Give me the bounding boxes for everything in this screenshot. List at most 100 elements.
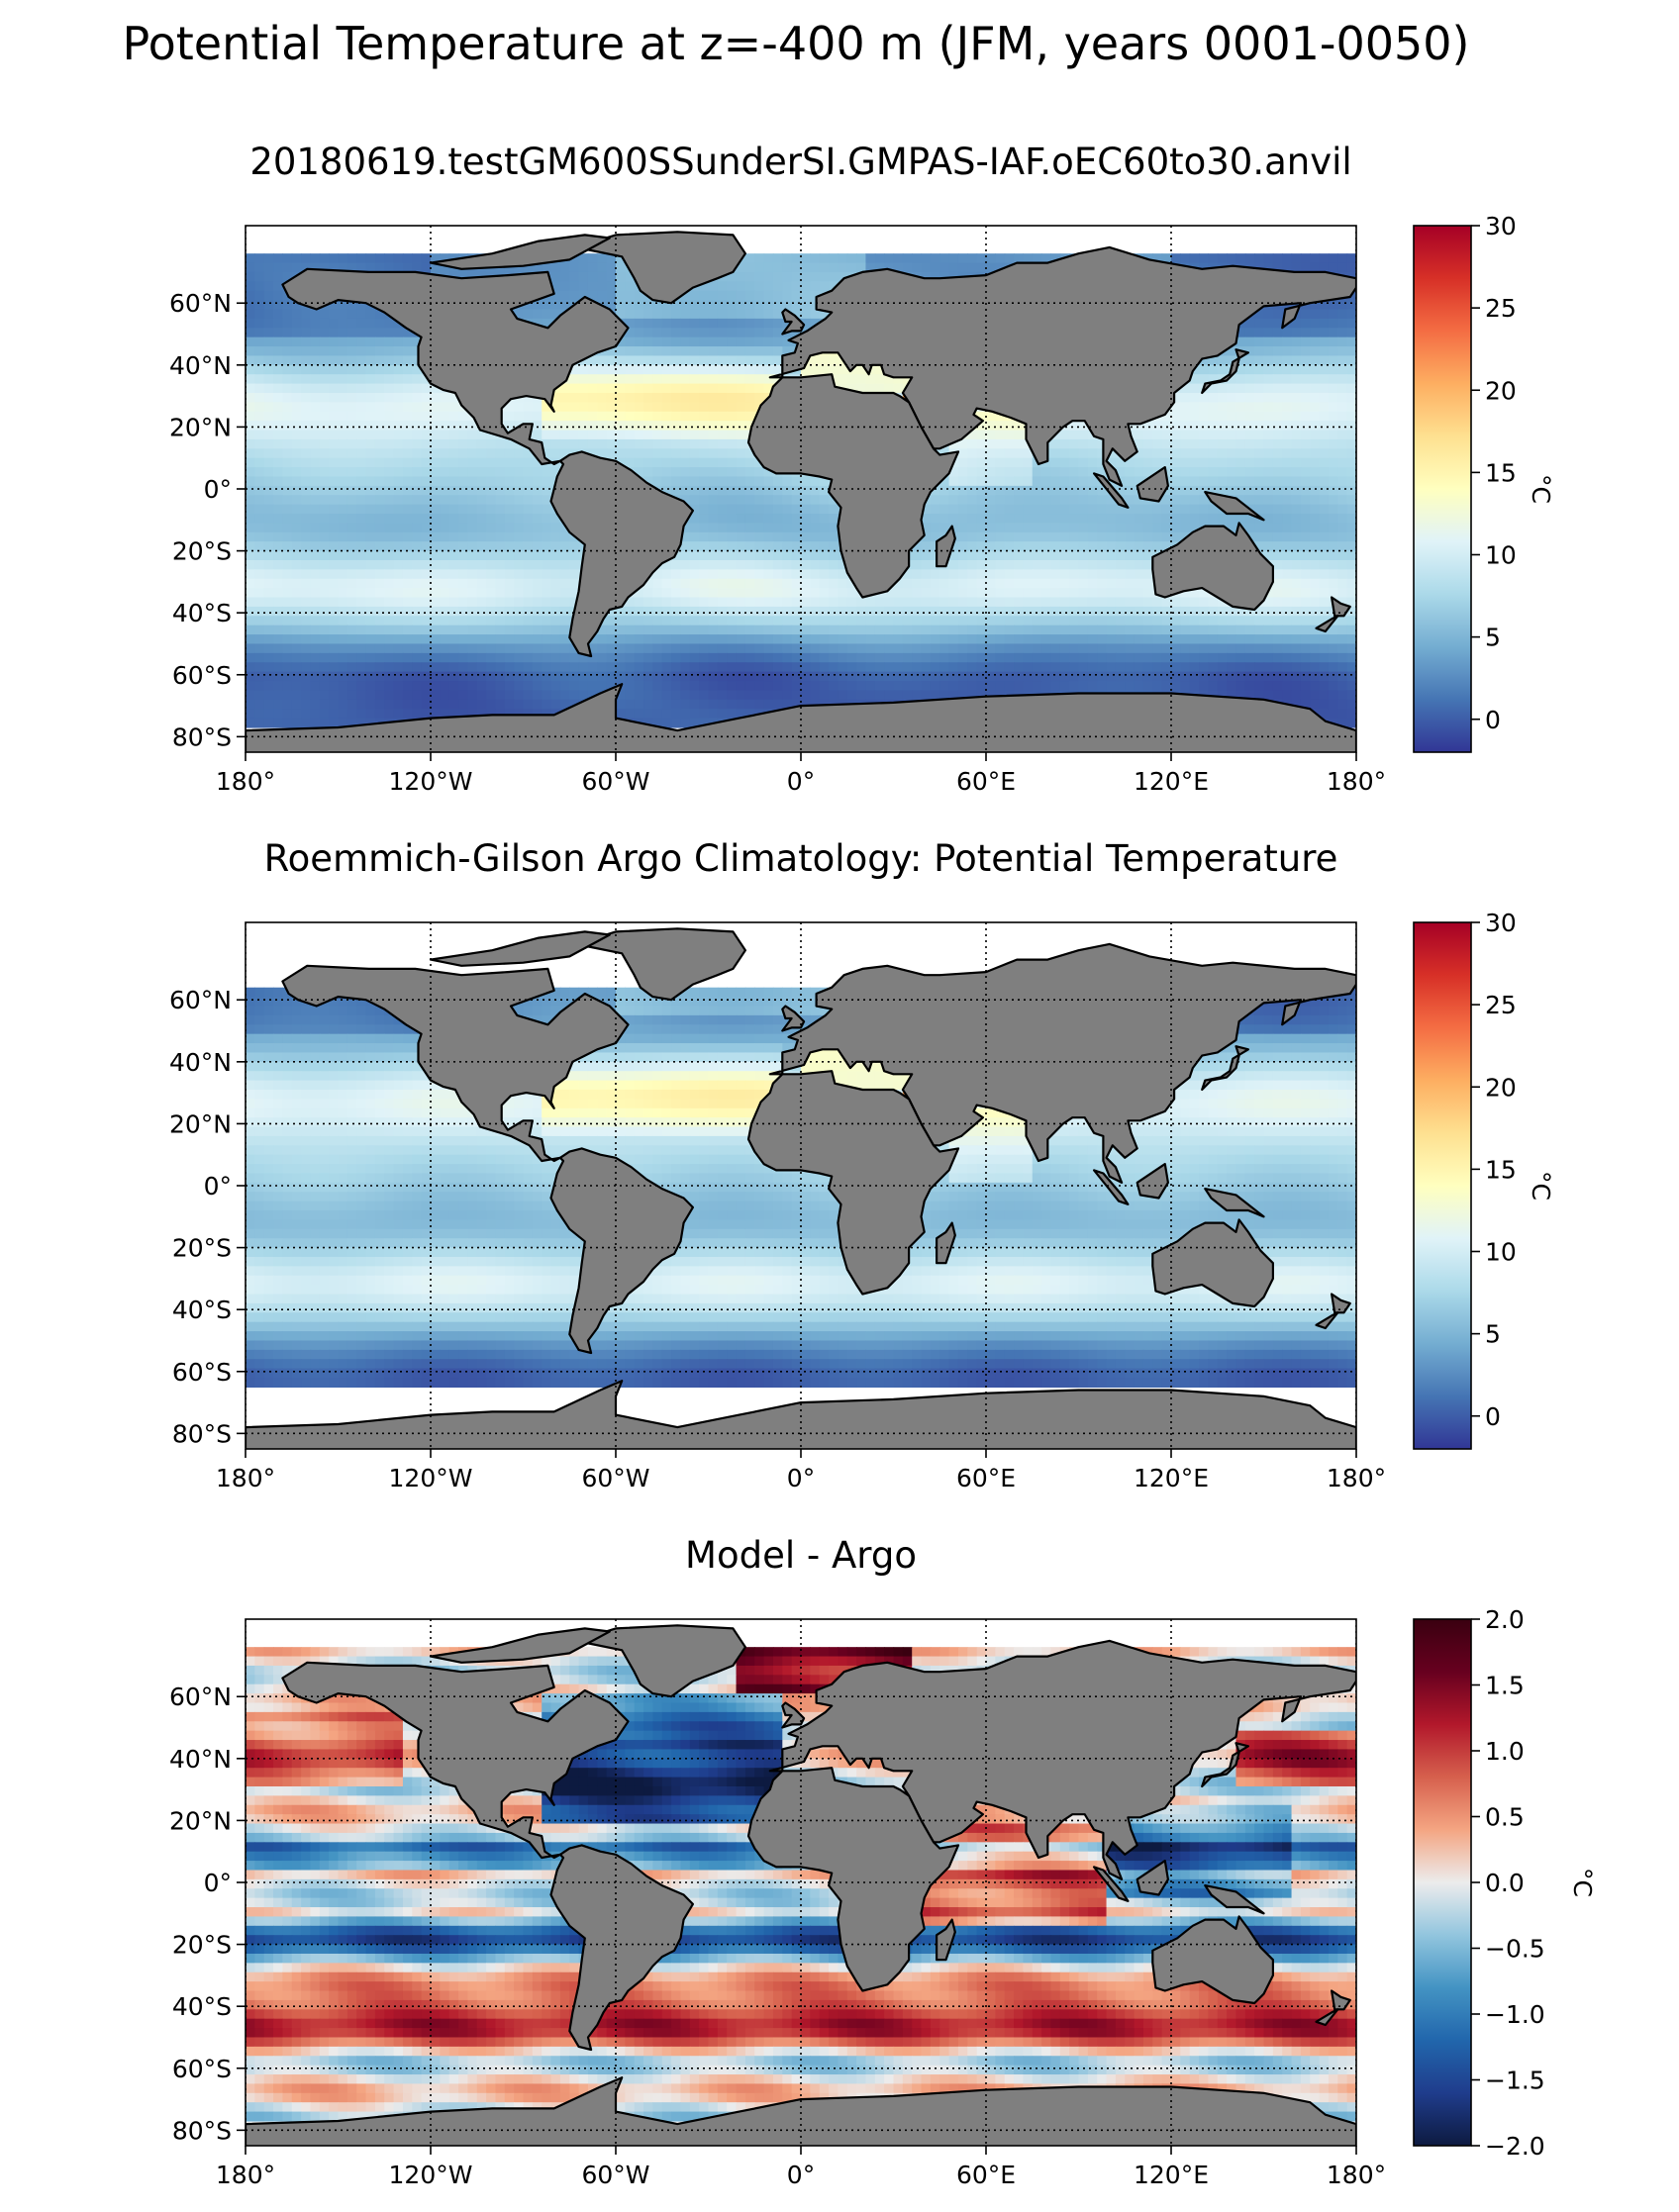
landmass [1315, 2008, 1339, 2027]
y-tick-label: 20°S [172, 1931, 232, 1960]
landmass [1201, 1742, 1249, 1788]
landmass [549, 1147, 694, 1355]
landmass [1201, 1045, 1249, 1092]
x-tick-label: 180° [216, 1464, 275, 1492]
colorbar-gradient [1413, 921, 1472, 1450]
colorbar-tick-label: −0.5 [1485, 1935, 1545, 1964]
colorbar-tick-label: 5 [1485, 1320, 1501, 1349]
land-masks [246, 231, 1356, 752]
y-tick-label: 60°N [169, 1683, 232, 1711]
landmass [781, 1005, 806, 1032]
landmass [1136, 1860, 1169, 1896]
y-tick-label: 80°S [172, 1419, 232, 1448]
colorbar-tick-label: 30 [1485, 909, 1517, 937]
y-tick-label: 60°N [169, 289, 232, 318]
colorbar-tick-label: −2.0 [1485, 2132, 1545, 2161]
landmass [246, 2076, 1356, 2146]
landmass [1136, 1163, 1169, 1200]
colorbar-gradient [1413, 1618, 1472, 2147]
y-tick-label: 60°N [169, 986, 232, 1014]
landmass [246, 683, 1356, 752]
x-tick-label: 180° [1327, 767, 1386, 796]
x-tick-label: 120°E [1134, 767, 1209, 796]
x-tick-label: 180° [216, 767, 275, 796]
x-tick-label: 60°W [581, 2161, 649, 2189]
colorbar-tick-label: 5 [1485, 624, 1501, 652]
landmass [1204, 1188, 1265, 1218]
landmass [429, 1627, 611, 1664]
figure-suptitle: Potential Temperature at z=-400 m (JFM, … [123, 17, 1470, 70]
landmass [246, 1380, 1356, 1449]
landmass [746, 1767, 960, 1992]
landmass [549, 1844, 694, 2052]
colorbar-tick-label: −1.5 [1485, 2067, 1545, 2095]
y-tick-label: 20°N [169, 1806, 232, 1835]
landmass [936, 1221, 956, 1265]
x-tick-label: 0° [787, 2161, 815, 2189]
landmass [281, 1661, 630, 1860]
x-tick-label: 60°E [956, 1464, 1016, 1492]
x-tick-label: 120°W [389, 2161, 473, 2189]
colorbar-tick-label: 25 [1485, 991, 1517, 1019]
colorbar-label: °C [1527, 1171, 1555, 1201]
landmass [1315, 615, 1339, 633]
x-tick-label: 60°W [581, 767, 649, 796]
panel-title: Roemmich-Gilson Argo Climatology: Potent… [264, 837, 1338, 880]
colorbar-tick-label: −1.0 [1485, 2000, 1545, 2029]
y-tick-label: 40°N [169, 1048, 232, 1077]
y-tick-label: 40°N [169, 351, 232, 380]
panels: 20180619.testGM600SSunderSI.GMPAS-IAF.oE… [169, 141, 1597, 2189]
y-tick-label: 40°N [169, 1745, 232, 1774]
y-tick-label: 60°S [172, 1358, 232, 1387]
y-tick-label: 60°S [172, 2055, 232, 2083]
y-tick-label: 40°S [172, 1296, 232, 1324]
colorbar-tick-label: 10 [1485, 541, 1517, 570]
x-tick-label: 0° [787, 767, 815, 796]
colorbar: 0 5 10 15 20 25 30 °C [1413, 909, 1555, 1450]
x-tick-label: 120°W [389, 767, 473, 796]
landmass [1136, 466, 1169, 503]
landmass [1093, 1866, 1130, 1902]
landmass [1315, 1311, 1339, 1330]
landmass [746, 1070, 960, 1296]
y-tick-label: 20°N [169, 413, 232, 441]
landmass [574, 927, 746, 1002]
colorbar: 2.0 1.5 1.0 0.5 0.0 −0.5 −1.0 −1.5 −2.0 °C [1413, 1605, 1597, 2161]
colorbar: 0 5 10 15 20 25 30 °C [1413, 212, 1555, 753]
y-tick-label: 20°S [172, 537, 232, 566]
landmass [574, 1624, 746, 1698]
y-tick-label: 80°S [172, 2116, 232, 2145]
colorbar-tick-label: 0.0 [1485, 1869, 1525, 1897]
landmass [746, 373, 960, 599]
x-tick-label: 60°E [956, 767, 1016, 796]
graticule [246, 226, 1356, 752]
x-tick-label: 180° [1327, 1464, 1386, 1492]
map-panel: Roemmich-Gilson Argo Climatology: Potent… [169, 837, 1555, 1492]
colorbar-tick-label: 20 [1485, 376, 1517, 405]
x-tick-label: 60°E [956, 2161, 1016, 2189]
colorbar-tick-label: 0.5 [1485, 1803, 1525, 1832]
landmass [429, 234, 611, 270]
landmass [1204, 491, 1265, 522]
colorbar-tick-label: 1.0 [1485, 1737, 1525, 1766]
y-tick-label: 0° [204, 475, 232, 504]
graticule [246, 922, 1356, 1449]
landmass [781, 308, 806, 336]
x-tick-label: 120°E [1134, 2161, 1209, 2189]
land-masks [246, 927, 1356, 1449]
y-tick-label: 40°S [172, 599, 232, 627]
land-masks [246, 1624, 1356, 2146]
y-tick-label: 20°S [172, 1234, 232, 1263]
x-tick-label: 180° [216, 2161, 275, 2189]
landmass [1093, 472, 1130, 509]
x-tick-label: 60°W [581, 1464, 649, 1492]
map-panel: 20180619.testGM600SSunderSI.GMPAS-IAF.oE… [169, 141, 1555, 796]
colorbar-tick-label: 25 [1485, 294, 1517, 323]
y-tick-label: 40°S [172, 1992, 232, 2021]
landmass [1201, 348, 1249, 395]
landmass [781, 1701, 806, 1729]
landmass [429, 930, 611, 967]
colorbar-label: °C [1527, 474, 1555, 504]
y-tick-label: 60°S [172, 661, 232, 690]
colorbar-tick-label: 20 [1485, 1073, 1517, 1102]
